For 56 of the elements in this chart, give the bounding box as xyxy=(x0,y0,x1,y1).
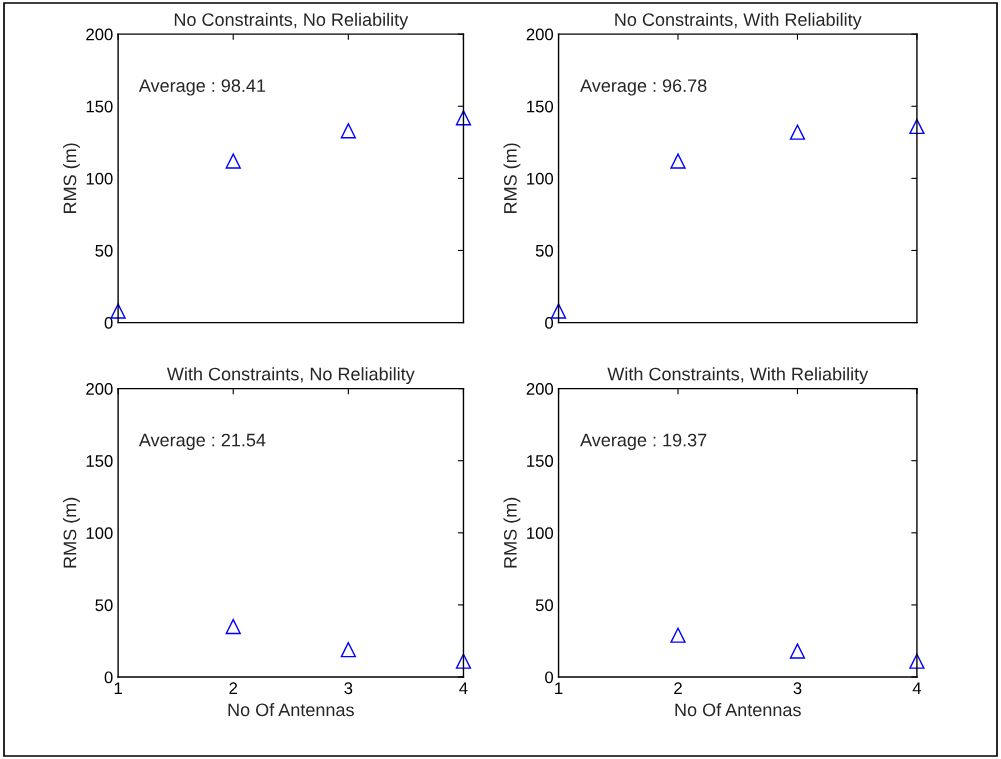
x-tick-label: 2 xyxy=(674,682,682,694)
x-tick-label: 1 xyxy=(114,682,122,694)
point xyxy=(110,303,126,319)
x-tick-label: 4 xyxy=(912,682,922,694)
y-tick-label: 200 xyxy=(86,383,113,395)
y-tick-label: 0 xyxy=(545,316,554,329)
point xyxy=(789,124,806,140)
point xyxy=(340,123,356,139)
point xyxy=(550,303,567,319)
y-tick-label: 100 xyxy=(527,172,554,185)
y-tick-label: 50 xyxy=(95,244,113,257)
y-tick-label: 0 xyxy=(104,671,113,684)
x-axis-title: No Of Antennas xyxy=(228,703,354,717)
x-tick-label: 3 xyxy=(344,682,353,695)
annotation: Average : 19.37 xyxy=(580,433,707,451)
y-tick-label: 200 xyxy=(526,383,554,395)
point xyxy=(909,653,925,669)
y-tick-label: 0 xyxy=(104,316,113,329)
point xyxy=(789,643,806,659)
y-tick-label: 150 xyxy=(86,100,113,113)
y-tick-label: 0 xyxy=(545,671,554,684)
point xyxy=(455,653,472,669)
y-tick-label: 100 xyxy=(86,172,113,185)
y-tick-label: 200 xyxy=(86,28,113,41)
x-tick-label: 1 xyxy=(555,682,563,694)
x-tick-label: 2 xyxy=(229,682,238,694)
point xyxy=(670,153,686,169)
x-tick-label: 4 xyxy=(459,682,468,694)
chart-title: With Constraints, No Reliability xyxy=(166,367,415,385)
annotation: Average : 96.78 xyxy=(580,79,707,96)
y-tick-label: 150 xyxy=(527,455,554,467)
x-axis-title: No Of Antennas xyxy=(675,703,801,717)
chart-title: No Constraints, With Reliability xyxy=(615,12,862,30)
annotation: Average : 98.41 xyxy=(138,79,266,96)
point xyxy=(225,153,241,169)
x-tick-label: 3 xyxy=(793,682,802,695)
point xyxy=(225,618,241,635)
y-tick-label: 50 xyxy=(535,244,554,257)
chart-title: No Constraints, No Reliability xyxy=(174,12,409,30)
point xyxy=(340,641,356,658)
y-tick-label: 50 xyxy=(535,599,554,612)
y-tick-label: 200 xyxy=(526,28,554,41)
point xyxy=(670,627,686,643)
y-tick-label: 100 xyxy=(527,527,554,540)
chart-title: With Constraints, With Reliability xyxy=(607,367,869,385)
annotation: Average : 21.54 xyxy=(138,433,266,451)
y-tick-label: 150 xyxy=(86,455,113,467)
y-axis-title: RMS (m) xyxy=(63,143,80,213)
y-axis-title: RMS (m) xyxy=(503,143,521,213)
point xyxy=(909,118,925,135)
y-tick-label: 50 xyxy=(95,599,113,612)
y-axis-title: RMS (m) xyxy=(503,497,521,568)
y-tick-label: 100 xyxy=(86,527,113,540)
y-axis-title: RMS (m) xyxy=(63,497,80,568)
y-tick-label: 150 xyxy=(527,100,554,113)
point xyxy=(455,110,472,126)
